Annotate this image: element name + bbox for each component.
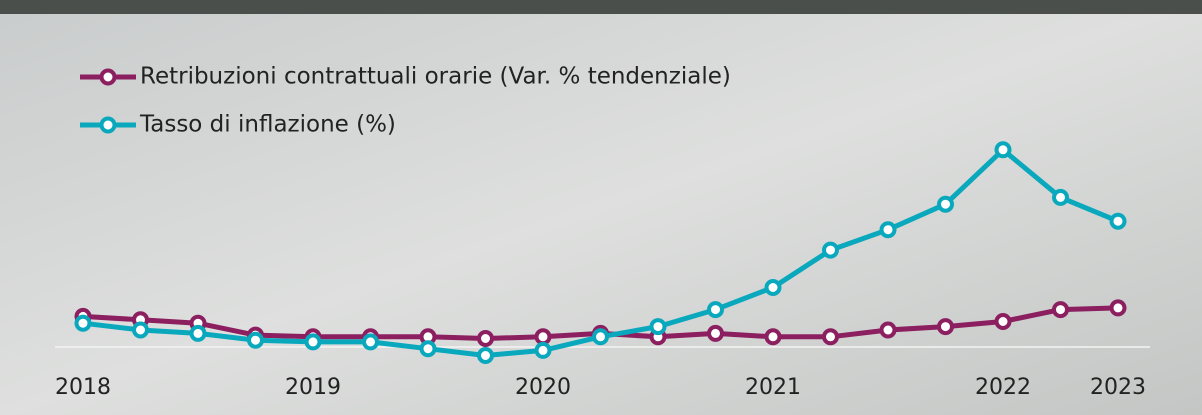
point: [479, 349, 492, 362]
point: [709, 303, 722, 316]
point: [77, 317, 90, 330]
legend-label: Retribuzioni contrattuali orarie (Var. %…: [140, 64, 731, 90]
legend-label: Tasso di inflazione (%): [139, 112, 396, 138]
point: [537, 344, 550, 357]
legend-marker: [102, 71, 115, 84]
x-tick-label: 2018: [55, 375, 111, 400]
point: [824, 330, 837, 343]
x-tick-label: 2020: [515, 375, 571, 400]
x-tick-label: 2021: [745, 375, 801, 400]
legend-marker: [102, 119, 115, 132]
point: [307, 335, 320, 348]
x-tick-label: 2019: [285, 375, 341, 400]
point: [364, 335, 377, 348]
chart: 2018 2019 2020 2021 2022 2023 Retribuzioni con…: [0, 0, 1202, 415]
point: [594, 330, 607, 343]
point: [1054, 303, 1067, 316]
point: [537, 330, 550, 343]
x-tick-label: 2023: [1090, 375, 1146, 400]
point: [939, 198, 952, 211]
point: [882, 324, 895, 337]
point: [192, 327, 205, 340]
point: [134, 324, 147, 337]
point: [1054, 191, 1067, 204]
point: [824, 244, 837, 257]
top-band: [0, 0, 1202, 14]
point: [882, 223, 895, 236]
point: [939, 320, 952, 333]
point: [1112, 215, 1125, 228]
point: [709, 327, 722, 340]
point: [767, 330, 780, 343]
x-tick-label: 2022: [975, 375, 1031, 400]
point: [652, 320, 665, 333]
page: {"chart_data": {"type": "line", "categor…: [0, 0, 1202, 415]
point: [767, 281, 780, 294]
point: [249, 334, 262, 347]
point: [997, 143, 1010, 156]
background: [0, 0, 1202, 415]
point: [422, 342, 435, 355]
point: [997, 315, 1010, 328]
point: [1112, 301, 1125, 314]
point: [479, 332, 492, 345]
